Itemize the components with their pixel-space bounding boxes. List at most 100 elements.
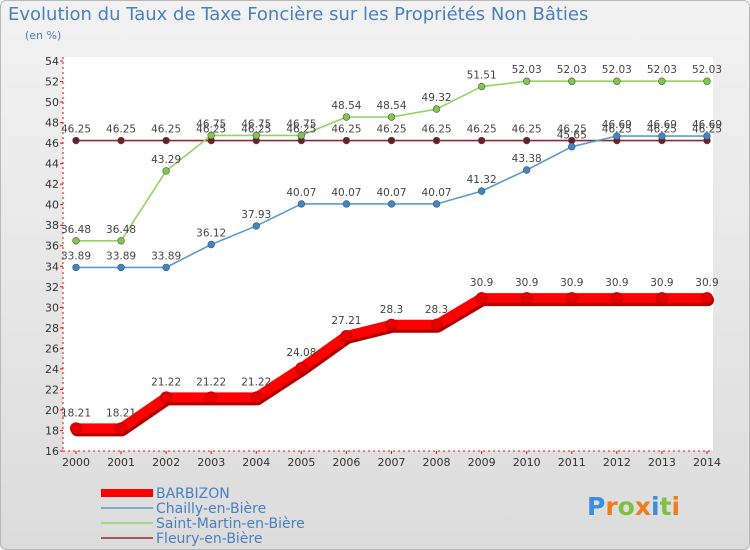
data-label-chailly-en-biere: 43.38 [512,153,542,165]
chart-title: Evolution du Taux de Taxe Foncière sur l… [8,4,589,25]
data-point-fleury-en-biere [117,136,125,145]
data-point-saint-martin-en-biere [703,77,711,85]
data-point-barbizon [250,391,263,404]
data-label-chailly-en-biere: 37.93 [241,209,271,221]
data-point-fleury-en-biere [477,136,486,145]
data-label-saint-martin-en-biere: 52.03 [512,64,542,76]
data-point-saint-martin-en-biere [568,77,576,85]
data-point-chailly-en-biere [658,132,666,140]
data-point-barbizon [70,422,82,435]
y-tick-label: 22 [45,383,59,396]
data-label-barbizon: 21.22 [241,376,271,388]
data-label-fleury-en-biere: 46.25 [196,124,226,136]
data-label-barbizon: 18.21 [61,407,91,419]
x-tick-label: 2013 [648,456,676,469]
x-tick-label: 2009 [468,456,496,469]
data-point-chailly-en-biere [703,132,711,140]
data-label-saint-martin-en-biere: 46.75 [286,118,316,130]
data-label-chailly-en-biere: 33.89 [106,250,136,262]
x-tick-label: 2014 [693,456,721,469]
data-point-chailly-en-biere [297,200,306,208]
data-label-barbizon: 30.9 [695,277,718,289]
data-point-barbizon [430,318,443,331]
y-tick-label: 24 [45,363,59,376]
data-label-fleury-en-biere: 46.25 [151,124,181,136]
proxiti-logo: Proxiti [587,492,680,521]
data-label-fleury-en-biere: 46.25 [422,124,452,136]
data-point-fleury-en-biere [72,136,80,145]
data-label-barbizon: 24.08 [286,347,316,359]
data-point-fleury-en-biere [342,136,351,145]
logo-letter: i [651,492,660,521]
data-label-fleury-en-biere: 46.25 [512,124,542,136]
data-label-barbizon: 30.9 [560,277,583,289]
data-point-saint-martin-en-biere [522,77,531,85]
y-tick-label: 30 [45,301,59,314]
y-tick-label: 52 [45,76,59,89]
data-point-fleury-en-biere [387,136,396,145]
y-tick-label: 32 [45,281,59,294]
data-label-saint-martin-en-biere: 43.29 [151,154,181,166]
x-tick-label: 2010 [513,456,541,469]
logo-letter: o [617,492,635,521]
data-point-barbizon [340,329,353,342]
data-label-saint-martin-en-biere: 46.75 [196,118,226,130]
plot-area [63,57,713,451]
data-label-saint-martin-en-biere: 52.03 [647,64,677,76]
data-label-chailly-en-biere: 46.69 [692,119,722,131]
data-label-chailly-en-biere: 33.89 [61,250,91,262]
x-tick-label: 2006 [332,456,360,469]
data-point-fleury-en-biere [432,136,441,145]
data-point-saint-martin-en-biere [117,237,125,245]
data-label-chailly-en-biere: 33.89 [151,250,181,262]
data-label-chailly-en-biere: 46.69 [602,119,632,131]
logo-letter: x [634,492,651,521]
data-point-chailly-en-biere [162,263,170,272]
data-label-chailly-en-biere: 40.07 [422,187,452,199]
data-label-fleury-en-biere: 46.25 [467,124,497,136]
data-point-chailly-en-biere [387,200,396,208]
y-tick-label: 20 [45,404,59,417]
logo-letter: t [659,492,672,521]
data-label-chailly-en-biere: 40.07 [331,187,361,199]
data-label-fleury-en-biere: 46.25 [602,124,632,136]
data-point-chailly-en-biere [568,142,576,151]
y-tick-label: 46 [45,137,59,150]
data-label-chailly-en-biere: 41.32 [467,174,497,186]
data-label-barbizon: 30.9 [470,277,493,289]
data-point-saint-martin-en-biere [162,167,170,175]
data-point-saint-martin-en-biere [342,113,351,121]
data-label-chailly-en-biere: 45.65 [557,130,587,142]
data-point-barbizon [205,391,218,404]
data-point-saint-martin-en-biere [613,77,621,85]
logo-letter: P [587,492,606,521]
data-label-chailly-en-biere: 40.07 [286,187,316,199]
data-label-saint-martin-en-biere: 52.03 [692,64,722,76]
data-label-barbizon: 27.21 [331,315,361,327]
data-point-chailly-en-biere [477,187,486,195]
data-label-saint-martin-en-biere: 48.54 [376,100,406,112]
data-point-barbizon [565,292,578,305]
legend-label: Saint-Martin-en-Bière [156,516,305,532]
data-point-chailly-en-biere [207,240,215,249]
x-tick-label: 2011 [558,456,586,469]
legend-label: Fleury-en-Bière [156,531,262,547]
x-tick-label: 2005 [287,456,315,469]
legend-label: Chailly-en-Bière [156,501,266,517]
data-label-chailly-en-biere: 40.07 [376,187,406,199]
chart-unit-label: (en %) [25,29,62,42]
x-tick-label: 2008 [423,456,451,469]
y-tick-label: 38 [45,219,59,232]
y-tick-label: 18 [45,424,59,437]
data-label-saint-martin-en-biere: 49.32 [422,92,452,104]
data-label-barbizon: 30.9 [605,277,628,289]
y-tick-label: 54 [45,55,59,68]
y-tick-label: 48 [45,117,59,130]
data-label-fleury-en-biere: 46.25 [692,124,722,136]
data-point-barbizon [655,292,668,305]
data-point-barbizon [610,292,623,305]
data-point-saint-martin-en-biere [72,237,80,245]
y-tick-label: 16 [45,445,59,458]
